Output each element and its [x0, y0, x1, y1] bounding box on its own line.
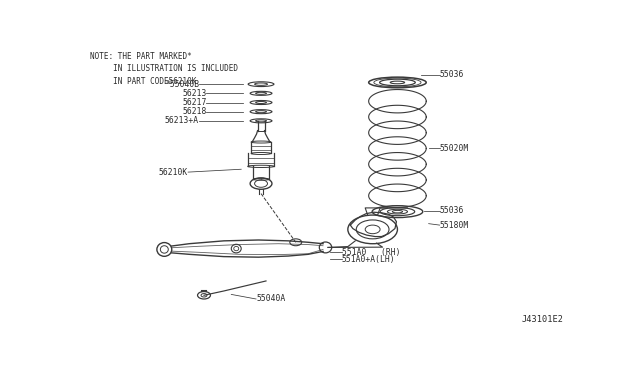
Text: 56218: 56218 — [182, 107, 207, 116]
Text: 55020M: 55020M — [440, 144, 469, 153]
Text: 55036: 55036 — [440, 70, 464, 79]
Text: 551A0+A(LH): 551A0+A(LH) — [342, 255, 396, 264]
Text: 55036: 55036 — [440, 206, 464, 215]
Text: 56213: 56213 — [182, 89, 207, 98]
Text: 551A0   (RH): 551A0 (RH) — [342, 248, 401, 257]
Text: 56210K: 56210K — [159, 168, 188, 177]
Text: 56213+A: 56213+A — [165, 116, 199, 125]
Text: 56217: 56217 — [182, 98, 207, 107]
Text: J43101E2: J43101E2 — [522, 315, 564, 324]
Text: 55040A: 55040A — [256, 295, 285, 304]
Text: *55040B: *55040B — [165, 80, 199, 89]
Text: 55180M: 55180M — [440, 221, 469, 230]
Text: NOTE: THE PART MARKED*
     IN ILLUSTRATION IS INCLUDED
     IN PART CODE56210K: NOTE: THE PART MARKED* IN ILLUSTRATION I… — [90, 52, 238, 86]
